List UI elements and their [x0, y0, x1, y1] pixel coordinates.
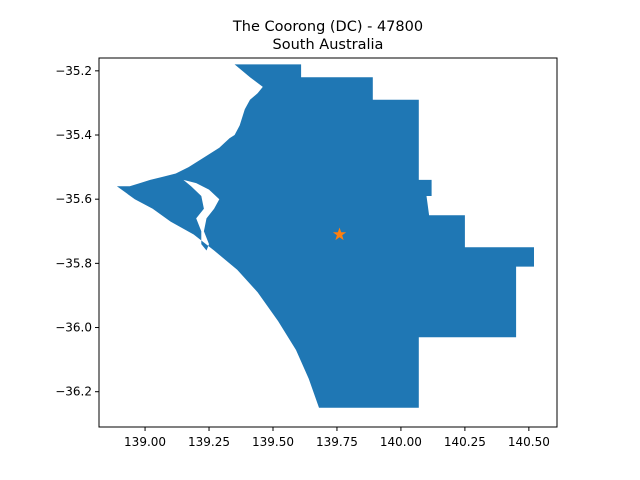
- y-tick-label: −35.4: [55, 128, 92, 142]
- chart-title-line2: South Australia: [273, 37, 384, 53]
- x-axis: 139.00 139.25 139.50 139.75 140.00 140.25 140.…: [124, 427, 550, 449]
- y-tick-label: −35.8: [55, 256, 92, 270]
- y-tick-label: −35.2: [55, 64, 92, 78]
- y-axis: −35.2 −35.4 −35.6 −35.8 −36.0 −36.2: [55, 64, 99, 399]
- chart-title-line1: The Coorong (DC) - 47800: [232, 19, 423, 35]
- location-star-marker: [332, 227, 347, 241]
- region-shape: [116, 64, 535, 408]
- x-tick-label: 140.50: [508, 435, 550, 449]
- y-tick-label: −36.0: [55, 321, 92, 335]
- y-tick-label: −35.6: [55, 192, 92, 206]
- x-tick-label: 140.25: [444, 435, 486, 449]
- x-tick-label: 139.75: [316, 435, 358, 449]
- axes-frame: [98, 57, 558, 428]
- y-tick-label: −36.2: [55, 385, 92, 399]
- x-tick-label: 139.00: [124, 435, 166, 449]
- x-tick-label: 139.50: [252, 435, 294, 449]
- x-tick-label: 139.25: [188, 435, 230, 449]
- x-tick-label: 140.00: [380, 435, 422, 449]
- plot-area: [116, 64, 535, 408]
